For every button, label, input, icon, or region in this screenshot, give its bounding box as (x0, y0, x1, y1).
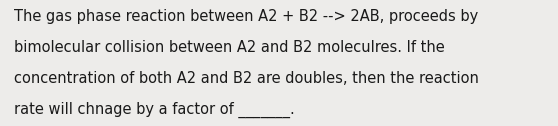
Text: rate will chnage by a factor of _______.: rate will chnage by a factor of _______. (14, 101, 295, 118)
Text: The gas phase reaction between A2 + B2 --> 2AB, proceeds by: The gas phase reaction between A2 + B2 -… (14, 9, 478, 24)
Text: concentration of both A2 and B2 are doubles, then the reaction: concentration of both A2 and B2 are doub… (14, 71, 479, 86)
Text: bimolecular collision between A2 and B2 moleculres. If the: bimolecular collision between A2 and B2 … (14, 40, 445, 55)
